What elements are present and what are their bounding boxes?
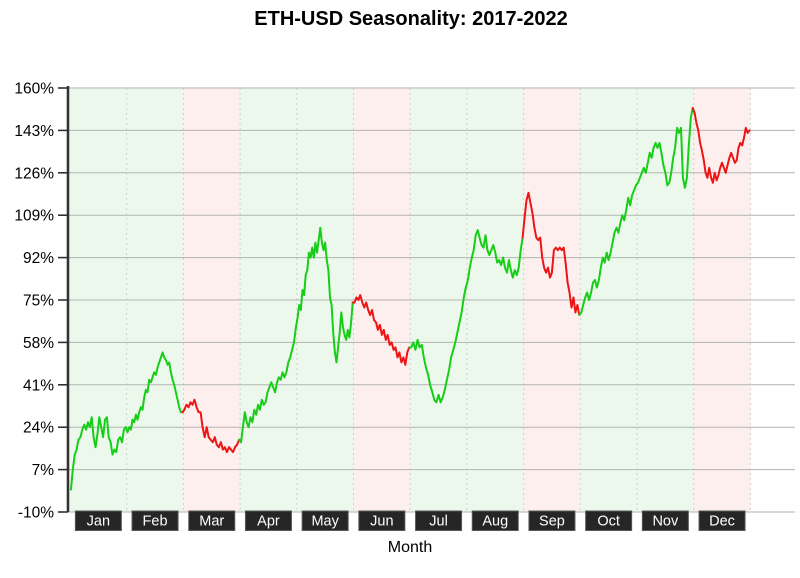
month-label: Aug (482, 514, 508, 530)
month-label-box (131, 510, 179, 531)
month-label-box (358, 510, 406, 531)
month-label-box (698, 510, 746, 531)
series-segment-oct (578, 184, 637, 316)
y-tick-label: 58% (23, 335, 54, 352)
series-segment-jun (351, 294, 411, 366)
series-segment-may (294, 226, 354, 364)
series-segment-mar (181, 398, 241, 454)
month-label-box (244, 510, 292, 531)
y-tick-label: 24% (23, 420, 54, 437)
month-label-box (471, 510, 519, 531)
month-label: Jul (429, 514, 448, 530)
month-label-box (528, 510, 576, 531)
y-tick-label: 92% (23, 250, 54, 267)
y-tick-label: 143% (14, 123, 54, 140)
chart-title: ETH-USD Seasonality: 2017-2022 (254, 8, 568, 30)
series-segment-sep (521, 191, 581, 316)
series-segment-feb (124, 351, 184, 434)
month-label-box (415, 510, 463, 531)
month-label: Sep (539, 514, 565, 530)
month-label-box (301, 510, 349, 531)
month-label-box (188, 510, 236, 531)
month-label-box (641, 510, 689, 531)
y-tick-label: 41% (23, 377, 54, 394)
month-label: Jan (87, 514, 110, 530)
month-label: Jun (370, 514, 393, 530)
month-label: Feb (143, 514, 168, 530)
y-tick-label: 160% (14, 81, 54, 98)
y-tick-label: 75% (23, 293, 54, 310)
y-tick-label: 109% (14, 208, 54, 225)
y-tick-label: 7% (32, 462, 55, 479)
series-segment-jul (408, 286, 467, 404)
x-axis-title: Month (387, 539, 433, 556)
month-label: Dec (709, 514, 735, 530)
month-label: May (311, 514, 339, 530)
series-segment-aug (464, 229, 524, 289)
month-label: Mar (199, 514, 224, 530)
series-segment-nov (635, 107, 694, 189)
y-tick-label: 126% (14, 165, 54, 182)
series-segment-dec (691, 107, 751, 184)
month-label: Apr (257, 514, 280, 530)
month-label-box (74, 510, 122, 531)
month-label-box (585, 510, 633, 531)
y-tick-label: -10% (18, 505, 54, 522)
month-label: Nov (652, 514, 679, 530)
series-segment-jan (69, 416, 127, 491)
month-label: Oct (597, 514, 620, 530)
series-segment-apr (238, 326, 297, 444)
